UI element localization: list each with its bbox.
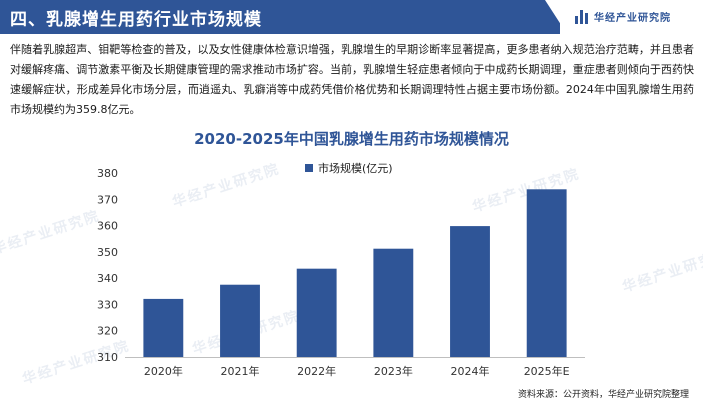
bar	[220, 284, 260, 357]
bar	[373, 248, 414, 357]
x-tick-label: 2023年	[374, 364, 413, 378]
y-tick-label: 360	[97, 220, 118, 233]
x-tick-label: 2020年	[144, 364, 183, 378]
x-tick-label: 2024年	[451, 364, 490, 378]
chart-legend: 市场规模(亿元)	[305, 160, 393, 176]
y-tick-label: 380	[97, 167, 118, 180]
intro-paragraph: 伴随着乳腺超声、钼靶等检查的普及，以及女性健康体检意识增强，乳腺增生的早期诊断率…	[10, 43, 694, 116]
header-title-band	[0, 0, 560, 34]
source-note: 资料来源：公开资料，华经产业研究院整理	[517, 390, 689, 400]
y-tick-label: 310	[97, 351, 118, 364]
y-tick-label: 330	[97, 298, 118, 311]
x-tick-label: 2022年	[297, 364, 336, 378]
x-tick-label: 2021年	[221, 364, 260, 378]
y-tick-label: 370	[97, 193, 118, 206]
bar	[450, 226, 490, 357]
y-tick-label: 350	[97, 246, 118, 259]
bar	[526, 189, 567, 357]
chart-title: 2020-2025年中国乳腺增生用药市场规模情况	[194, 130, 509, 148]
brand: 华经产业研究院	[575, 9, 671, 24]
legend-swatch	[305, 164, 313, 172]
bar	[143, 298, 184, 357]
y-tick-label: 320	[97, 325, 118, 338]
header-band-corner	[545, 0, 567, 34]
x-tick-label: 2025年E	[524, 364, 570, 378]
brand-logo-icon	[575, 9, 589, 24]
bar	[296, 268, 337, 357]
header-bar: 四、乳腺增生用药行业市场规模 华经产业研究院	[0, 0, 703, 34]
y-tick-label: 340	[97, 272, 118, 285]
legend-label: 市场规模(亿元)	[318, 162, 393, 175]
page-title: 四、乳腺增生用药行业市场规模	[10, 10, 262, 30]
brand-name: 华经产业研究院	[594, 13, 671, 24]
